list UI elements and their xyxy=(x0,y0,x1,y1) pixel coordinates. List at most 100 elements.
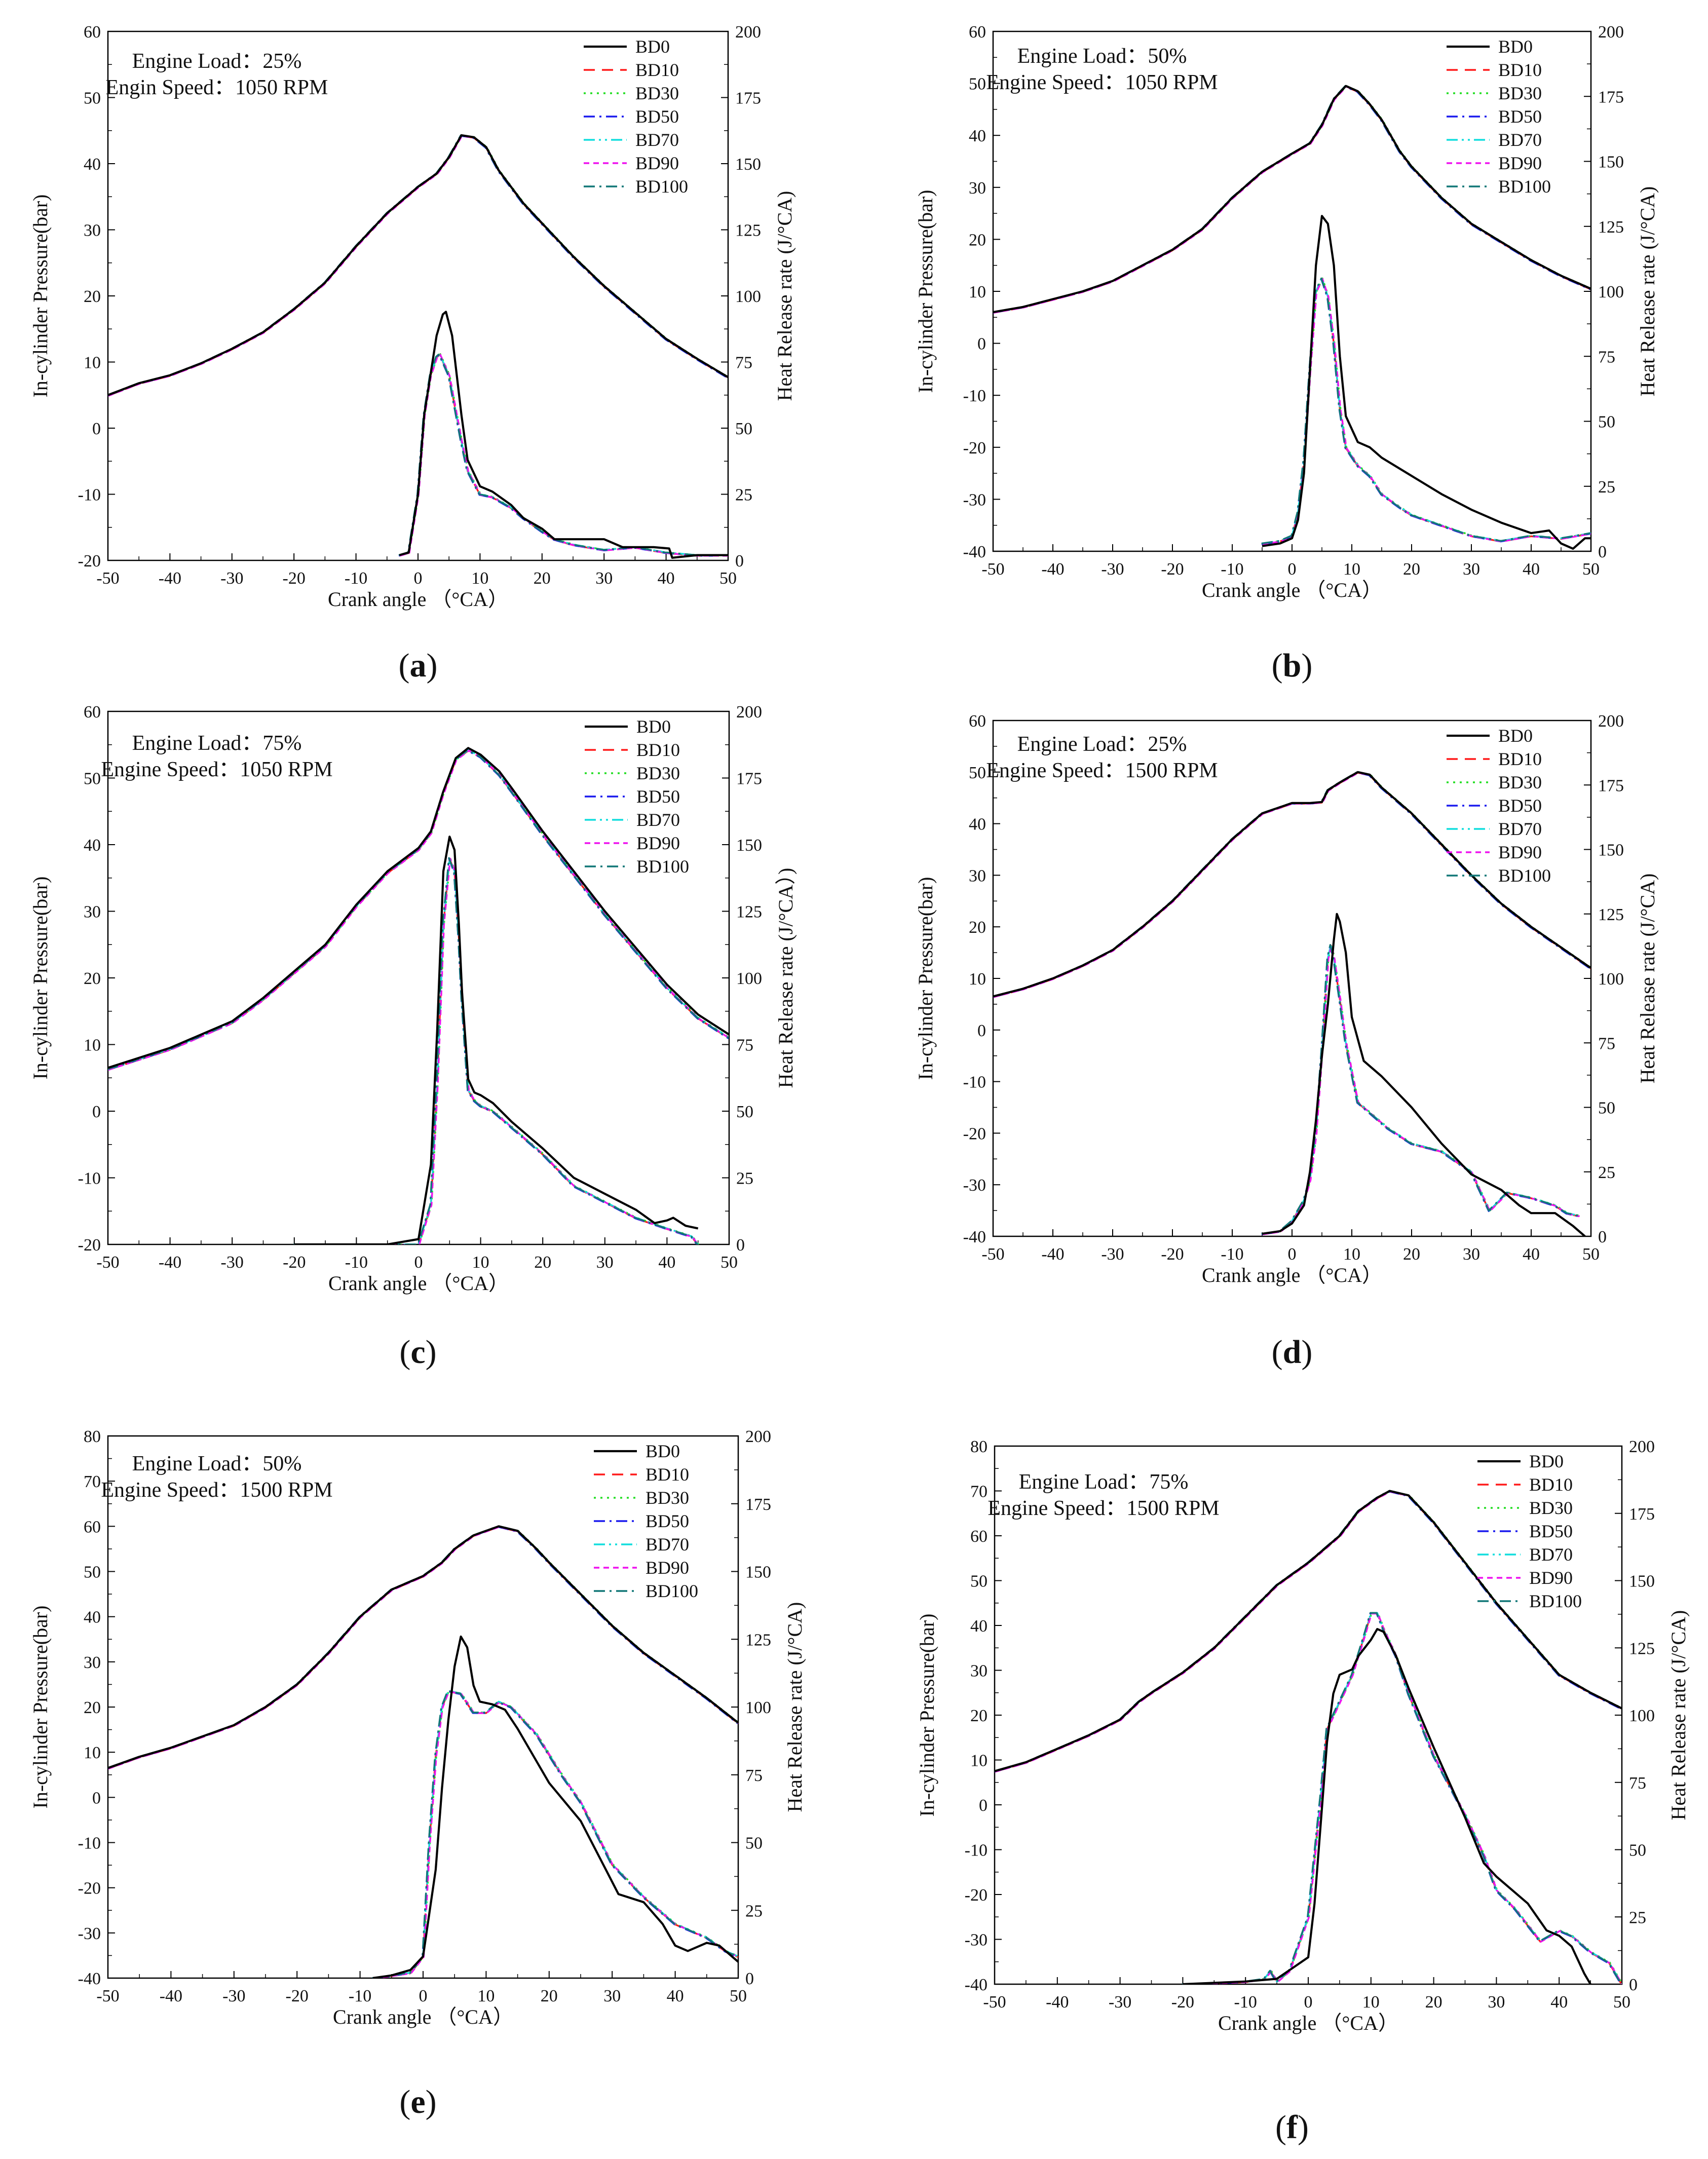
y-tick-label: -30 xyxy=(963,490,986,509)
x-tick-label: 20 xyxy=(1403,1245,1420,1264)
y-tick-label: 40 xyxy=(84,836,101,855)
y-tick-label: 10 xyxy=(969,970,986,989)
operating-condition-annotation: Engine Load：25% xyxy=(132,50,302,73)
y-tick-label: 60 xyxy=(84,23,101,42)
curves-group xyxy=(995,1490,1622,1984)
x-tick-label: -50 xyxy=(983,1993,1006,2012)
y-axis-title: In-cylinder Pressure(bar) xyxy=(916,1614,938,1817)
x-tick-label: 0 xyxy=(414,569,423,588)
x-tick-label: -50 xyxy=(96,1987,119,2005)
y-tick-label: -30 xyxy=(963,1176,986,1195)
legend-label-bd100: BD100 xyxy=(635,176,688,197)
y2-tick-label: 200 xyxy=(745,1427,771,1446)
x-tick-label: -10 xyxy=(1221,1245,1243,1264)
x-axis-title: Crank angle （°CA） xyxy=(1202,1264,1382,1286)
x-tick-label: -50 xyxy=(96,569,119,588)
y2-tick-label: 75 xyxy=(1598,1034,1615,1053)
legend-label-bd10: BD10 xyxy=(636,740,680,760)
legend-label-bd10: BD10 xyxy=(1498,60,1542,80)
x-tick-label: 0 xyxy=(419,1987,428,2005)
legend-label-bd70: BD70 xyxy=(635,130,679,150)
x-tick-label: -10 xyxy=(1221,560,1243,579)
y-tick-label: 70 xyxy=(970,1483,988,1501)
y2-tick-label: 175 xyxy=(1598,88,1624,106)
y2-tick-label: 0 xyxy=(1598,1228,1607,1246)
pressure-curve-bd0 xyxy=(993,85,1591,314)
hrr-curve-bd90 xyxy=(1262,944,1580,1235)
legend-label-bd100: BD100 xyxy=(636,856,689,877)
legend-label-bd70: BD70 xyxy=(646,1534,689,1555)
operating-condition-annotation: Engine Load：50% xyxy=(132,1452,302,1475)
y-tick-label: 10 xyxy=(84,1036,101,1055)
y-tick-label: -20 xyxy=(78,552,101,571)
chart-panel-f: -50 -40 -30 -20 -10 0 10 20 30 40 50-40-30-20-1001… xyxy=(916,1437,1690,2146)
x-tick-label: -50 xyxy=(981,560,1004,579)
legend-label-bd50: BD50 xyxy=(1498,106,1542,127)
x-axis-title: Crank angle （°CA） xyxy=(1202,579,1382,601)
y2-tick-label: 75 xyxy=(736,1036,753,1055)
x-tick-label: 40 xyxy=(1523,1245,1540,1264)
y2-tick-label: 0 xyxy=(735,552,744,571)
legend-label-bd70: BD70 xyxy=(1498,130,1542,150)
operating-condition-annotation: Engine Speed：1500 RPM xyxy=(988,1497,1219,1520)
y-tick-label: 80 xyxy=(84,1427,101,1446)
y-tick-label: -40 xyxy=(965,1976,988,1994)
legend-label-bd10: BD10 xyxy=(646,1464,689,1485)
x-tick-label: -40 xyxy=(159,1253,181,1272)
y-tick-label: -10 xyxy=(78,1169,101,1188)
y-tick-label: -30 xyxy=(78,1924,101,1943)
x-tick-label: 20 xyxy=(534,569,551,588)
operating-condition-annotation: Engin Speed：1050 RPM xyxy=(106,76,328,99)
y-tick-label: -20 xyxy=(78,1236,101,1255)
y2-tick-label: 150 xyxy=(735,155,761,174)
y2-tick-label: 100 xyxy=(735,287,761,306)
x-tick-label: 0 xyxy=(1304,1993,1313,2012)
legend-label-bd100: BD100 xyxy=(646,1581,698,1601)
y2-tick-label: 50 xyxy=(1629,1841,1646,1860)
legend-label-bd100: BD100 xyxy=(1529,1591,1582,1611)
x-tick-label: 10 xyxy=(472,1253,489,1272)
y-axis-title: In-cylinder Pressure(bar) xyxy=(29,1606,52,1809)
y2-tick-label: 150 xyxy=(1598,153,1624,172)
hrr-curve-bd0 xyxy=(1183,1628,1591,1984)
y2-tick-label: 125 xyxy=(1598,905,1624,924)
y2-tick-label: 25 xyxy=(745,1902,763,1920)
y2-tick-label: 75 xyxy=(735,354,752,372)
y2-tick-label: 150 xyxy=(745,1563,771,1582)
y-tick-label: -20 xyxy=(965,1886,988,1905)
x-axis-title: Crank angle （°CA） xyxy=(333,2005,513,2028)
x-tick-label: -10 xyxy=(1234,1993,1257,2012)
x-tick-label: 10 xyxy=(1362,1993,1380,2012)
y-tick-label: -30 xyxy=(965,1931,988,1950)
y-tick-label: 50 xyxy=(84,89,101,108)
legend-label-bd50: BD50 xyxy=(636,786,680,807)
x-tick-label: 20 xyxy=(1403,560,1420,579)
y2-tick-label: 125 xyxy=(745,1631,771,1649)
x-tick-label: 50 xyxy=(720,1253,738,1272)
y2-tick-label: 200 xyxy=(1629,1437,1655,1456)
hrr-curve-bd100 xyxy=(1261,277,1591,545)
x-tick-label: 10 xyxy=(1343,1245,1360,1264)
y2-axis-title: Heat Release rate (J/°CA) xyxy=(773,191,796,401)
curves-group xyxy=(993,85,1591,550)
y-tick-label: 70 xyxy=(84,1472,101,1491)
y2-tick-label: 125 xyxy=(736,903,762,922)
y-tick-label: 10 xyxy=(84,1744,101,1762)
y-tick-label: 40 xyxy=(84,1608,101,1627)
y-tick-label: 0 xyxy=(979,1796,988,1815)
y-tick-label: 0 xyxy=(92,1103,101,1121)
x-tick-label: -40 xyxy=(1041,1245,1064,1264)
y2-tick-label: 150 xyxy=(1629,1572,1655,1591)
x-tick-label: -20 xyxy=(1161,1245,1184,1264)
x-tick-label: 40 xyxy=(658,569,675,588)
x-tick-label: -50 xyxy=(981,1245,1004,1264)
legend-label-bd30: BD30 xyxy=(1529,1498,1573,1518)
y2-tick-label: 0 xyxy=(736,1236,745,1255)
operating-condition-annotation: Engine Speed：1500 RPM xyxy=(986,759,1218,782)
x-axis-title: Crank angle （°CA） xyxy=(328,588,508,611)
legend-label-bd100: BD100 xyxy=(1498,176,1551,197)
y-tick-label: -10 xyxy=(78,1834,101,1853)
x-tick-label: -40 xyxy=(159,569,181,588)
y2-tick-label: 100 xyxy=(745,1698,771,1717)
x-tick-label: 30 xyxy=(1463,1245,1480,1264)
